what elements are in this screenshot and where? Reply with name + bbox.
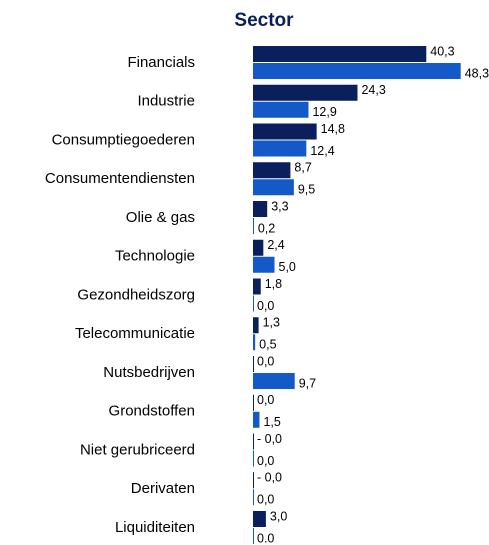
bar	[253, 450, 254, 467]
bar	[253, 528, 254, 544]
chart-title: Sector	[234, 10, 294, 31]
value-label: 14,8	[321, 122, 345, 136]
bar	[253, 256, 275, 273]
value-label: 3,3	[271, 199, 288, 213]
value-label: 40,3	[430, 44, 454, 58]
category-label: Nutsbedrijven	[103, 364, 195, 381]
bar	[253, 278, 261, 295]
bar	[253, 123, 317, 140]
value-label: 12,4	[310, 144, 334, 158]
value-label: 0,5	[259, 338, 276, 352]
value-label: 3,0	[270, 509, 287, 523]
bar	[253, 472, 254, 489]
bar	[253, 356, 254, 372]
category-label: Olie & gas	[126, 209, 195, 226]
category-label: Telecommunicatie	[75, 325, 195, 342]
bar	[253, 218, 254, 234]
value-label: 1,3	[263, 316, 280, 330]
bar	[253, 334, 256, 351]
value-label: 5,0	[279, 260, 296, 274]
category-label: Industrie	[137, 93, 195, 110]
bar	[253, 411, 260, 428]
value-label: 0,0	[257, 454, 274, 468]
bar	[253, 63, 461, 79]
value-label: 0.0	[257, 531, 274, 545]
value-label: 9,5	[298, 183, 315, 197]
bar	[253, 511, 266, 527]
value-label: 48,3	[465, 66, 489, 80]
bar	[253, 46, 427, 62]
value-label: 1,8	[265, 277, 282, 291]
bar	[253, 433, 254, 450]
bar	[253, 489, 254, 506]
bar	[253, 84, 358, 101]
value-label: 0,2	[258, 221, 275, 235]
bar	[253, 201, 268, 217]
value-label: 24,3	[361, 83, 385, 97]
category-label: Consumentendiensten	[45, 170, 195, 187]
bar	[253, 394, 254, 411]
bar	[253, 101, 309, 118]
value-label: 12,9	[312, 105, 336, 119]
bar	[253, 140, 307, 157]
bar	[253, 239, 264, 256]
value-label: 1,5	[263, 415, 280, 429]
value-label: 2,4	[267, 238, 284, 252]
category-label: Liquiditeiten	[115, 519, 195, 536]
bar	[253, 162, 291, 179]
category-label: Gezondheidszorg	[77, 286, 195, 303]
bar	[253, 317, 259, 334]
value-label: 0,0	[257, 354, 274, 368]
value-label: 8,7	[294, 161, 311, 175]
category-label: Niet gerubriceerd	[80, 441, 195, 458]
value-label: - 0,0	[257, 432, 282, 446]
value-label: 9,7	[299, 376, 316, 390]
bar	[253, 295, 254, 312]
value-label: 0,0	[257, 299, 274, 313]
value-label: - 0,0	[257, 471, 282, 485]
category-label: Consumptiegoederen	[52, 131, 195, 148]
value-label: 0,0	[257, 393, 274, 407]
category-label: Financials	[127, 54, 195, 71]
value-label: 0,0	[257, 493, 274, 507]
category-label: Derivaten	[131, 480, 195, 497]
category-label: Grondstoffen	[109, 403, 195, 420]
bar	[253, 373, 295, 389]
category-label: Technologie	[115, 248, 195, 265]
bar	[253, 179, 294, 196]
